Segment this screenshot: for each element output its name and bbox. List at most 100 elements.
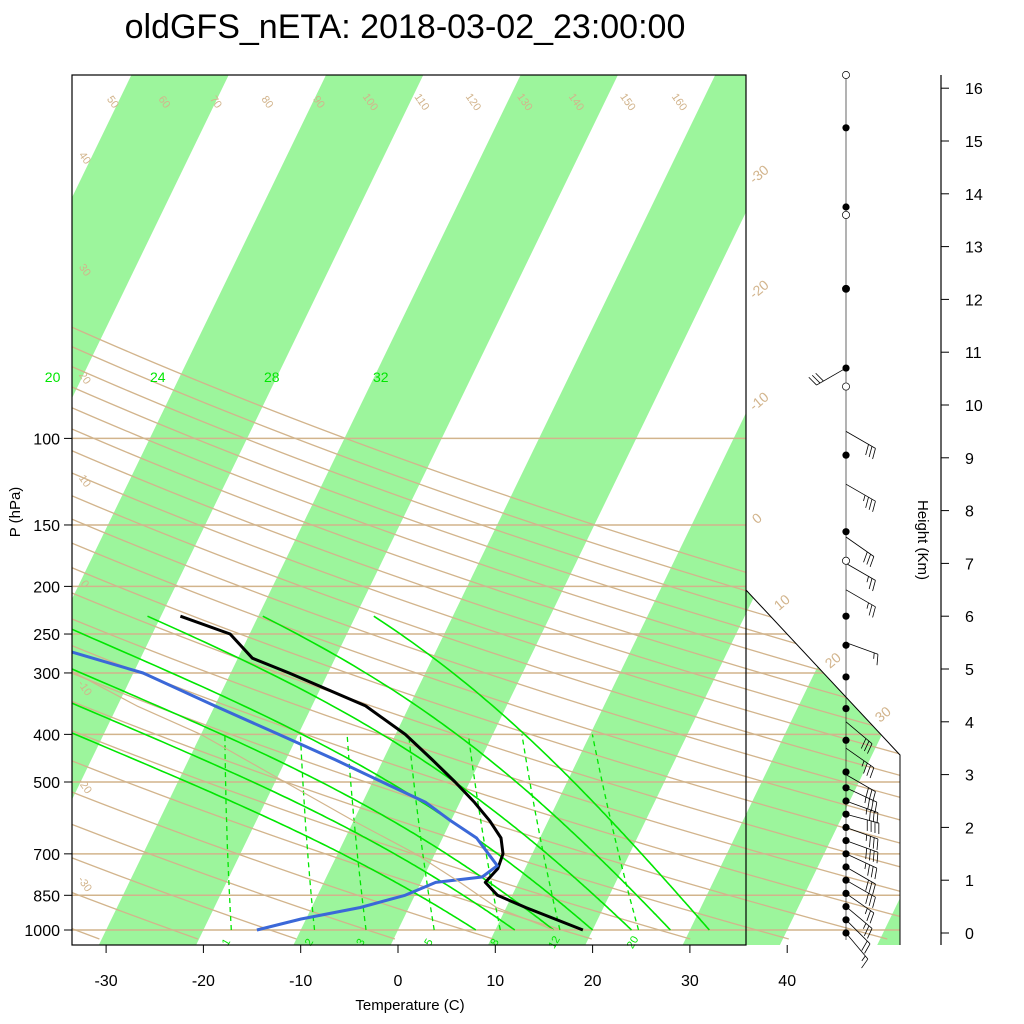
wind-barb-shaft — [845, 853, 877, 869]
wind-barb-flag — [866, 576, 869, 583]
wind-barb-shaft — [845, 827, 879, 840]
height-tick-label: 8 — [965, 504, 974, 521]
wind-barb-flag — [861, 760, 865, 767]
height-dot-filled — [842, 203, 850, 211]
height-dot-filled — [842, 768, 850, 776]
height-dot-filled — [842, 797, 850, 805]
height-dot-filled — [842, 784, 850, 792]
parcel-line — [72, 615, 554, 931]
dry-adiabat-label: 40 — [76, 150, 93, 167]
wind-barb-flag — [869, 836, 871, 848]
wind-barb — [845, 431, 876, 460]
wind-barb-flag — [872, 580, 876, 592]
p-tick-label: 500 — [33, 775, 60, 792]
wind-barb-flag — [863, 740, 870, 752]
wind-barb-flag — [866, 602, 869, 609]
height-dot-filled — [842, 124, 850, 132]
moist-adiabat-label: 28 — [264, 369, 280, 385]
wind-barb — [845, 563, 876, 592]
wind-barb-flag — [872, 897, 876, 908]
wind-barb-flag — [872, 606, 876, 618]
height-dot-filled — [842, 903, 850, 911]
wind-barb-shaft — [845, 800, 879, 814]
height-dot-open — [842, 210, 850, 219]
dry-adiabat-line — [72, 75, 691, 940]
moist-adiabat-line — [72, 615, 516, 931]
wind-barb-shaft — [816, 367, 847, 386]
height-dot-filled — [842, 705, 850, 713]
dry-adiabat-line — [0, 75, 1, 939]
x-tick-label: -30 — [95, 973, 118, 990]
dry-adiabat-line — [72, 75, 900, 940]
height-tick-label: 2 — [965, 820, 974, 837]
x-tick-label: 10 — [486, 973, 504, 990]
dry-adiabat-line — [72, 75, 900, 940]
wind-barb — [845, 840, 879, 864]
x-tick-label: 0 — [394, 973, 403, 990]
wind-barb-shaft — [845, 536, 875, 557]
dry-adiabat-label: 50 — [104, 94, 121, 111]
dry-adiabat-line — [72, 75, 888, 940]
height-tick-label: 1 — [965, 873, 974, 890]
dry-adiabat-line — [72, 75, 900, 940]
dry-adiabat-line — [72, 75, 900, 940]
height-dot-filled — [842, 810, 850, 818]
isotherm-label: 10 — [771, 591, 793, 613]
moist-adiabat-lines — [72, 615, 710, 931]
height-dot-filled — [842, 916, 850, 924]
height-dot-open — [842, 382, 850, 391]
y-axis-label: P (hPa) — [7, 487, 24, 538]
mixing-ratio-label: 2 — [303, 937, 316, 948]
height-tick-label: 5 — [965, 662, 974, 679]
wind-barb-flag — [860, 738, 867, 749]
dry-adiabat-label: 60 — [156, 94, 173, 111]
height-tick-label: 4 — [965, 715, 974, 732]
wind-barb-flag — [864, 943, 871, 954]
isotherm-label: -10 — [746, 388, 772, 413]
wind-barb — [845, 642, 879, 666]
mixing-ratio-line — [408, 734, 435, 931]
wind-barb — [845, 906, 873, 939]
wind-barb-flag — [876, 838, 879, 851]
wind-barb-shaft — [845, 589, 876, 608]
dry-adiabat-label: 120 — [463, 91, 483, 113]
wind-barb-flag — [867, 798, 870, 810]
height-tick-label: 10 — [965, 398, 983, 415]
x-axis-label: Temperature (C) — [355, 997, 464, 1014]
wind-barb — [845, 866, 876, 895]
dry-adiabat-line — [72, 75, 900, 940]
p-tick-label: 400 — [33, 727, 60, 744]
wind-barb-flag — [863, 762, 868, 774]
wind-barb-flag — [865, 848, 868, 860]
wind-profile — [808, 71, 880, 969]
height-dot-filled — [842, 612, 850, 620]
height-tick-label: 6 — [965, 609, 974, 626]
wind-barb-flag — [869, 809, 871, 821]
wind-barb-shaft — [845, 866, 876, 885]
wind-barb-flag — [865, 497, 869, 508]
dry-adiabat-line — [72, 75, 900, 940]
moist-adiabat-label: 32 — [373, 369, 389, 385]
wind-barb-shaft — [845, 906, 873, 929]
dry-adiabat-label: 20 — [76, 370, 93, 387]
isotherm-label: 30 — [872, 703, 894, 725]
moist-adiabat-line — [72, 615, 477, 931]
wind-barb-flag — [874, 868, 878, 880]
wind-barb-flag — [868, 446, 873, 458]
p-tick-label: 250 — [33, 627, 60, 644]
p-tick-label: 100 — [33, 431, 60, 448]
dry-adiabat-line — [72, 75, 900, 940]
wind-barb-shaft — [845, 431, 876, 449]
moist-adiabat-line — [373, 615, 710, 931]
mixing-ratio-label: 5 — [422, 937, 435, 948]
x-tick-label: 40 — [778, 973, 796, 990]
height-tick-label: 3 — [965, 768, 974, 785]
height-dot-filled — [842, 364, 850, 372]
wind-barb-flag — [866, 910, 871, 922]
wind-barb — [845, 536, 875, 567]
wind-barb-flag — [865, 893, 869, 904]
wind-barb — [845, 483, 876, 512]
mixing-ratio-label: 3 — [354, 937, 367, 948]
wind-barb-flag — [868, 604, 873, 616]
